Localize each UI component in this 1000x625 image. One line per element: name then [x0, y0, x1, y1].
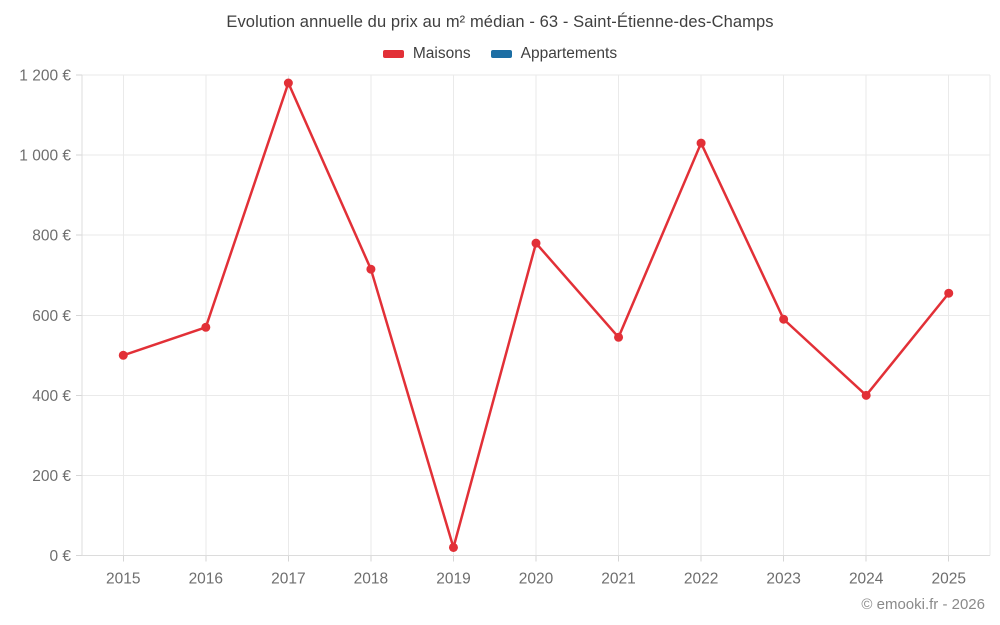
legend-label: Maisons [412, 45, 471, 62]
y-tick-label: 600 € [32, 308, 71, 325]
x-tick-label: 2024 [849, 571, 884, 588]
chart-legend: Maisons Appartements [0, 45, 1000, 63]
data-point-maisons[interactable] [531, 238, 541, 248]
y-tick-label: 1 000 € [19, 148, 71, 165]
y-tick-label: 0 € [49, 548, 71, 565]
data-point-maisons[interactable] [283, 78, 293, 88]
x-tick-label: 2019 [436, 571, 470, 588]
legend-swatch-icon [490, 50, 512, 58]
data-point-maisons[interactable] [779, 314, 789, 324]
x-tick-label: 2023 [766, 571, 800, 588]
data-point-maisons[interactable] [861, 390, 871, 400]
x-tick-label: 2018 [354, 571, 388, 588]
data-point-maisons[interactable] [614, 332, 624, 342]
data-point-maisons[interactable] [366, 264, 376, 274]
data-point-maisons[interactable] [448, 542, 458, 552]
legend-label: Appartements [520, 45, 618, 62]
data-point-maisons[interactable] [201, 322, 211, 332]
data-point-maisons[interactable] [944, 288, 954, 298]
data-point-maisons[interactable] [696, 138, 706, 148]
x-tick-label: 2022 [684, 571, 718, 588]
legend-item-appartements[interactable]: Appartements [490, 45, 618, 63]
x-tick-label: 2020 [519, 571, 554, 588]
x-tick-label: 2017 [271, 571, 305, 588]
y-tick-label: 400 € [32, 388, 71, 405]
chart-title: Evolution annuelle du prix au m² médian … [226, 13, 774, 31]
x-tick-label: 2015 [106, 571, 140, 588]
legend-swatch-icon [382, 50, 404, 58]
x-tick-label: 2021 [601, 571, 635, 588]
x-tick-label: 2016 [189, 571, 223, 588]
y-tick-label: 800 € [32, 228, 71, 245]
legend-item-maisons[interactable]: Maisons [382, 45, 471, 63]
x-tick-label: 2025 [931, 571, 965, 588]
y-tick-label: 200 € [32, 468, 71, 485]
y-tick-label: 1 200 € [19, 68, 71, 85]
copyright-footer: © emooki.fr - 2026 [861, 596, 985, 613]
data-point-maisons[interactable] [118, 350, 128, 360]
